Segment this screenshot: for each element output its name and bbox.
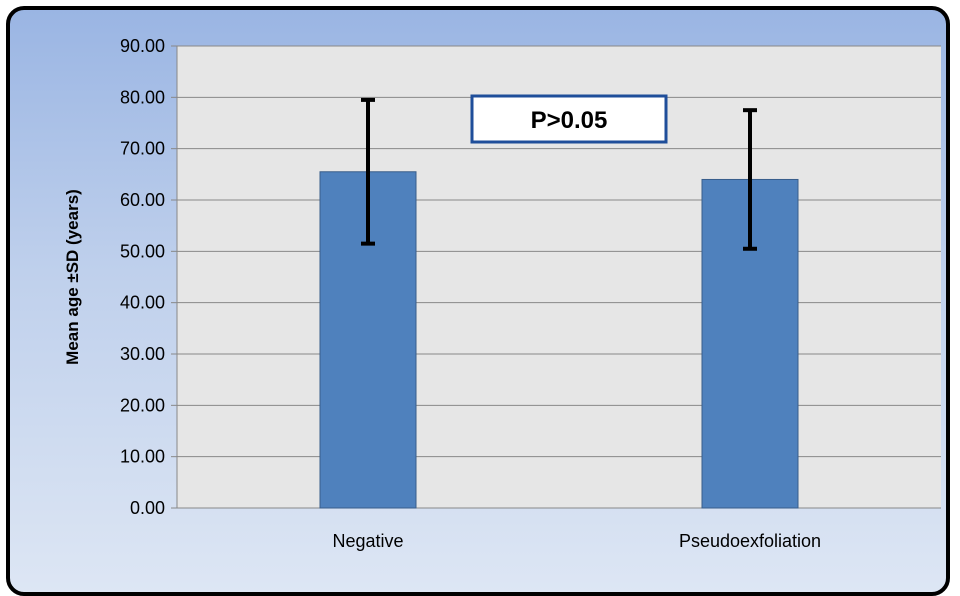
error-bars: [361, 97, 757, 251]
y-tick-label: 30.00: [120, 344, 165, 364]
y-tick-label: 10.00: [120, 447, 165, 467]
y-axis-ticks: 0.00 10.00 20.00 30.00 40.00 50.00 60.00 70.00 8…: [120, 36, 165, 518]
x-tick-label: Pseudoexfoliation: [679, 531, 821, 551]
y-tick-label: 60.00: [120, 190, 165, 210]
annotation-text: P>0.05: [531, 107, 608, 134]
y-tick-label: 80.00: [120, 87, 165, 107]
gridlines: [171, 45, 941, 509]
y-axis-label: Mean age ±SD (years): [63, 189, 82, 365]
annotation-box: [470, 94, 668, 144]
y-tick-label: 50.00: [120, 241, 165, 261]
p-value-annotation: P>0.05: [470, 94, 668, 144]
x-tick-label: Negative: [332, 531, 403, 551]
y-tick-label: 40.00: [120, 293, 165, 313]
y-tick-label: 90.00: [120, 36, 165, 56]
x-axis-ticks: Negative Pseudoexfoliation: [332, 531, 821, 551]
y-tick-label: 0.00: [130, 498, 165, 518]
y-tick-label: 70.00: [120, 139, 165, 159]
y-tick-label: 20.00: [120, 395, 165, 415]
bar-chart: 0.00 10.00 20.00 30.00 40.00 50.00 60.00 70.00 8…: [63, 36, 941, 551]
